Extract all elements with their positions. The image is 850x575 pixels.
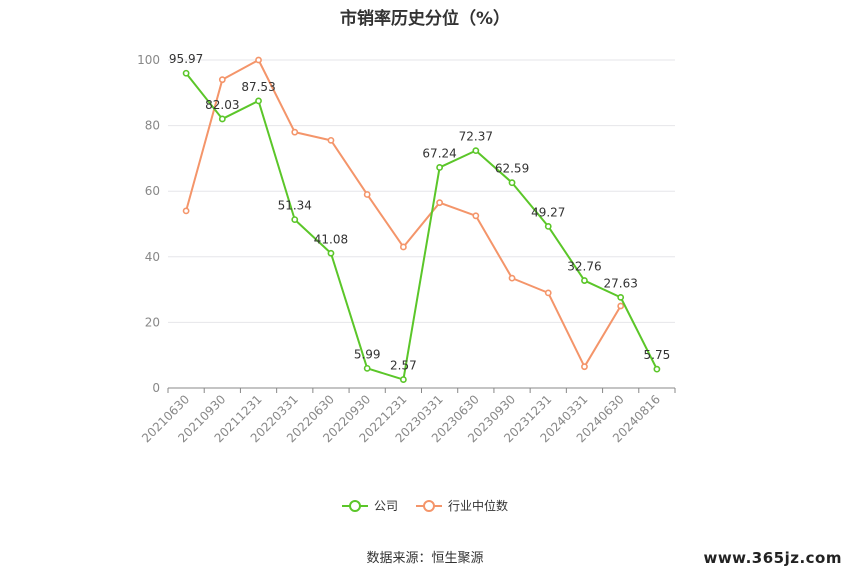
data-point-company xyxy=(581,277,588,284)
y-tick-label: 80 xyxy=(145,119,160,133)
legend-item-industry-median[interactable]: 行业中位数 xyxy=(416,497,508,514)
data-label: 67.24 xyxy=(422,146,456,160)
data-point-company xyxy=(218,115,226,123)
data-point-company xyxy=(182,69,190,77)
data-label: 27.63 xyxy=(603,276,637,290)
data-point-company xyxy=(363,364,371,372)
data-source: 数据来源：恒生聚源 xyxy=(366,551,484,566)
data-point-company xyxy=(436,164,444,171)
data-label: 5.75 xyxy=(644,348,671,362)
legend-line-icon xyxy=(416,499,442,513)
y-tick-label: 100 xyxy=(137,53,160,67)
data-point-industry-median xyxy=(508,274,516,282)
legend-item-company[interactable]: 公司 xyxy=(341,497,398,514)
series-line-company xyxy=(185,72,658,381)
data-point-industry-median xyxy=(544,289,552,297)
data-point-company xyxy=(508,179,516,187)
data-point-industry-median xyxy=(436,199,444,207)
y-tick-label: 0 xyxy=(152,381,160,395)
legend: 公司 行业中位数 xyxy=(0,497,850,514)
data-point-industry-median xyxy=(399,243,407,251)
data-label: 51.34 xyxy=(278,199,312,213)
data-point-industry-median xyxy=(581,363,588,371)
series-group xyxy=(182,56,661,383)
data-label: 41.08 xyxy=(314,232,348,246)
chart-title: 市销率历史分位（%） xyxy=(339,9,511,29)
data-point-company xyxy=(617,293,625,301)
data-point-industry-median xyxy=(363,191,371,198)
data-point-industry-median xyxy=(617,302,625,310)
x-axis: 2021063020210930202112312022033120220630… xyxy=(139,387,676,445)
data-label: 2.57 xyxy=(390,359,417,373)
data-label: 5.99 xyxy=(354,347,381,361)
data-point-company xyxy=(544,222,552,230)
data-point-company xyxy=(399,376,407,383)
data-label: 32.76 xyxy=(567,260,601,274)
data-point-industry-median xyxy=(291,128,299,136)
grid-lines xyxy=(168,59,675,323)
data-point-industry-median xyxy=(472,212,480,220)
data-point-company xyxy=(255,97,262,105)
data-point-industry-median xyxy=(255,56,262,64)
line-chart: 0 20 40 60 80 100 202106302021093020211231202… xyxy=(137,52,676,445)
data-point-company xyxy=(472,147,480,155)
y-tick-label: 40 xyxy=(145,250,160,264)
data-point-company xyxy=(291,216,299,224)
y-tick-label: 20 xyxy=(145,315,160,329)
watermark: www.365jz.com xyxy=(703,549,842,567)
y-axis: 0 20 40 60 80 100 xyxy=(137,53,160,395)
data-point-industry-median xyxy=(182,207,190,215)
data-label: 87.53 xyxy=(241,80,275,94)
data-point-company xyxy=(327,249,335,257)
data-label: 62.59 xyxy=(495,162,529,176)
legend-line-icon xyxy=(341,499,368,513)
y-tick-label: 60 xyxy=(145,184,160,198)
data-label: 49.27 xyxy=(531,205,565,219)
data-point-industry-median xyxy=(218,76,226,84)
data-label: 82.03 xyxy=(205,98,239,112)
data-label: 95.97 xyxy=(169,52,203,66)
legend-label-industry-median: 行业中位数 xyxy=(448,499,509,513)
data-label: 72.37 xyxy=(459,130,493,144)
legend-label-company: 公司 xyxy=(373,499,398,513)
data-point-company xyxy=(653,365,661,373)
data-point-industry-median xyxy=(327,136,335,144)
